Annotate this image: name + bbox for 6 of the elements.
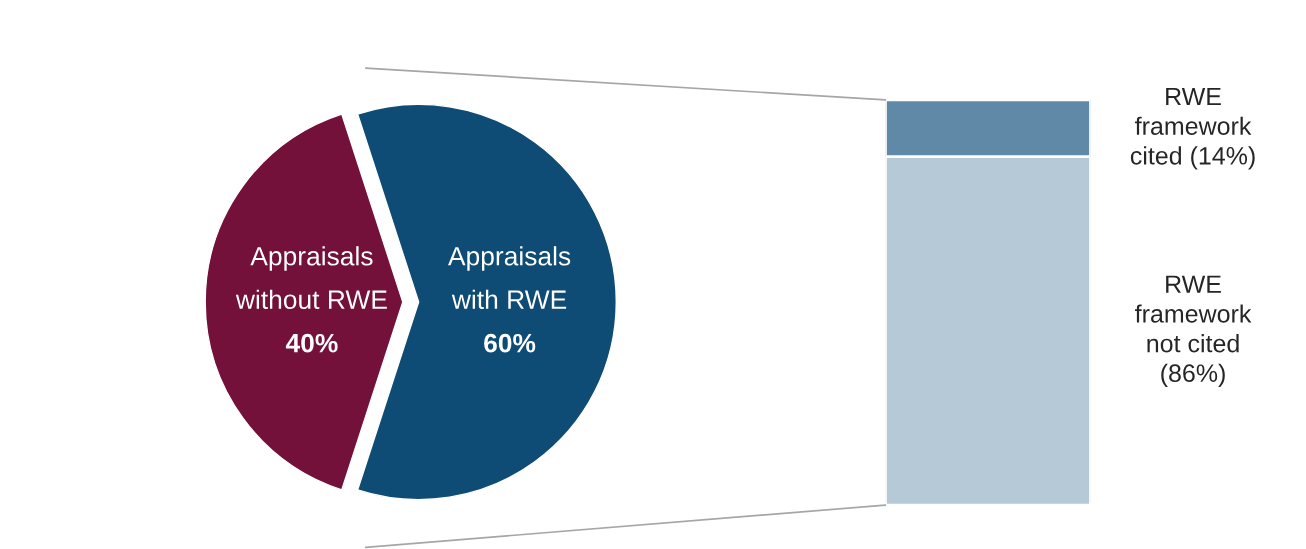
data-label: 40%	[285, 333, 338, 353]
slice-label: Appraisals with RWE	[448, 246, 571, 309]
series-label: RWE framework cited (14%)	[1130, 87, 1255, 170]
data-label: 60%	[484, 333, 536, 353]
slice-label: Appraisals without RWE	[235, 246, 387, 310]
series-label: RWE framework not cited (86%)	[1135, 275, 1252, 387]
